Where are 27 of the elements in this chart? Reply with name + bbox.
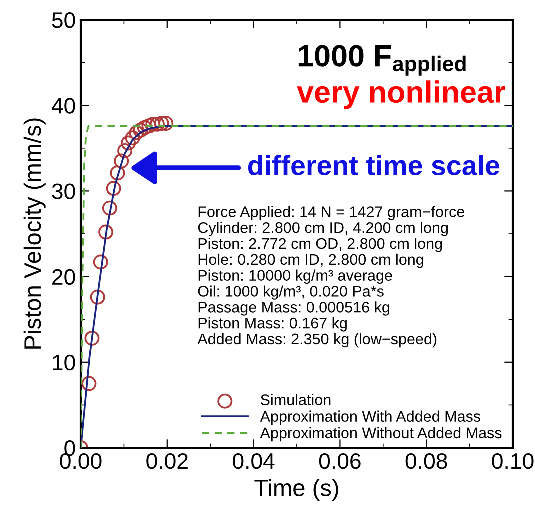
annotation: Cylinder: 2.800 cm ID, 4.200 cm long: [198, 222, 448, 236]
x-tick-label: 0.10: [492, 453, 534, 470]
annotation: Passage Mass: 0.000516 kg: [198, 302, 390, 316]
y-axis-title: Piston Velocity (mm/s): [24, 118, 46, 349]
x-tick-label: 0.04: [233, 453, 275, 470]
annotation: Hole: 0.280 cm ID, 2.800 cm long: [198, 254, 424, 268]
annotation: Added Mass: 2.350 kg (low−speed): [198, 333, 437, 348]
y-tick-label: 20: [52, 269, 76, 286]
y-tick-label: 30: [52, 184, 76, 200]
annotation: different time scale: [248, 155, 500, 176]
x-tick-label: 0.06: [319, 453, 361, 470]
y-tick-label: 50: [52, 12, 76, 28]
x-axis-title: Time (s): [254, 479, 338, 502]
annotation: Oil: 1000 kg/m³, 0.020 Pa*s: [198, 286, 384, 300]
annotation: Piston Mass: 0.167 kg: [198, 317, 347, 332]
annotation: 1000 F$_{applied}$: [298, 45, 466, 76]
x-tick-label: 0.08: [406, 453, 448, 470]
y-tick-label: 40: [52, 98, 76, 114]
legend-label: Simulation: [260, 394, 331, 406]
annotation: Piston: 2.772 cm OD, 2.800 cm long: [198, 238, 442, 252]
legend-label: Approximation Without Added Mass: [260, 427, 502, 442]
x-tick-label: 0.02: [146, 453, 188, 470]
legend-label: Approximation With Added Mass: [260, 410, 481, 426]
annotation: Piston: 10000 kg/m³ average: [198, 270, 392, 284]
annotation: very nonlinear: [297, 80, 506, 110]
y-tick-label: 10: [53, 354, 76, 371]
annotation: Force Applied: 14 N = 1427 gram−force: [198, 206, 464, 220]
